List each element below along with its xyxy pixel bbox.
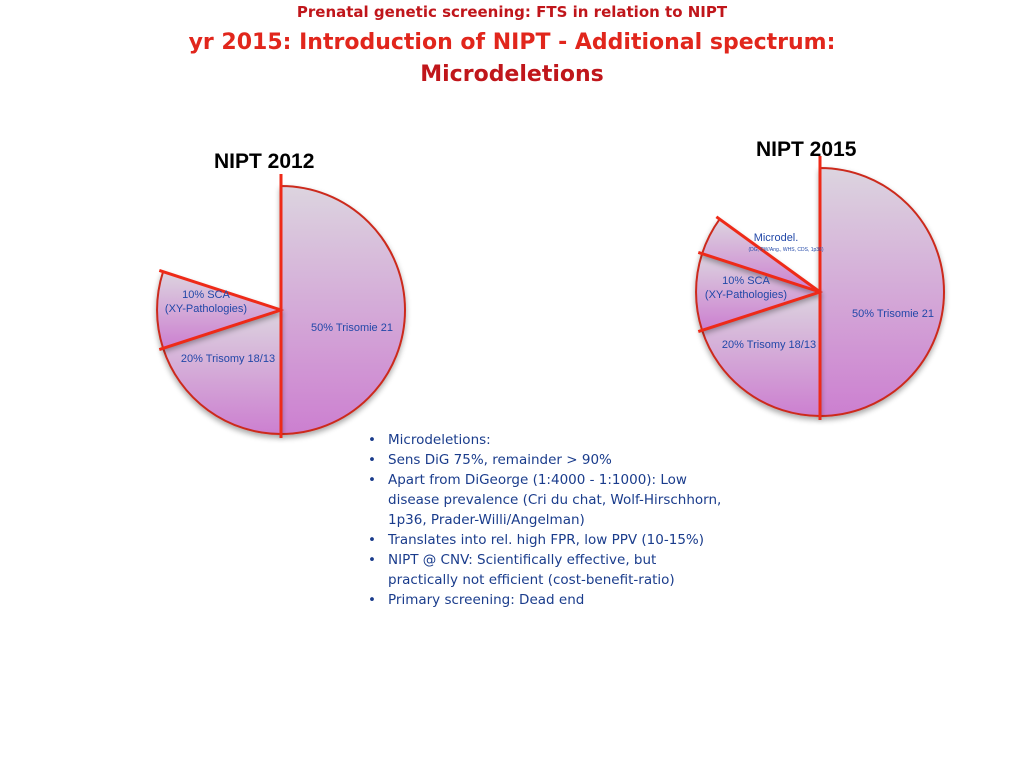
- slice-label: 50% Trisomie 21: [311, 322, 393, 334]
- pie-slice: [280, 184, 406, 436]
- bullet-item: • Sens DiG 75%, remainder > 90%: [368, 452, 612, 468]
- slice-label: 10% SCA (XY-Pathologies): [165, 289, 247, 315]
- slice-divider: [158, 268, 282, 312]
- pie-chart-2015: 50% Trisomie 21 20% Trisomy 18/13 10% SCA(…: [695, 156, 945, 420]
- bullet-glyph: •: [368, 532, 376, 548]
- slide-title-line1: yr 2015: Introduction of NIPT - Addition…: [188, 30, 836, 55]
- bullet-glyph: •: [368, 552, 376, 568]
- slide-title-line2: Microdeletions: [420, 62, 604, 87]
- bullet-glyph: •: [368, 432, 376, 448]
- slice-label: 10% SCA (XY-Pathologies): [705, 275, 787, 301]
- bullet-item: • Translates into rel. high FPR, low PPV …: [368, 532, 704, 548]
- pie-slice: [695, 252, 824, 332]
- pie-chart-2012: 50% Trisomie 21 20% Trisomy 18/13 10% SCA(…: [156, 174, 406, 438]
- bullet-item: • NIPT @ CNV: Scientifically effective, b…: [368, 552, 675, 588]
- bullet-glyph: •: [368, 452, 376, 468]
- slice-label: Microdel.: [754, 232, 799, 244]
- bullet-list: • Microdeletions: • Sens DiG 75%, remainde…: [368, 430, 728, 610]
- slice-divider: [697, 250, 821, 294]
- bullet-glyph: •: [368, 592, 376, 608]
- slice-label: 20% Trisomy 18/13: [181, 353, 275, 365]
- slice-divider: [697, 290, 821, 334]
- bullet-item: • Apart from DiGeorge (1:4000 - 1:1000): …: [368, 472, 722, 528]
- pie-slice: [700, 290, 821, 418]
- pie-slice: [156, 270, 285, 350]
- slice-label: 50% Trisomie 21: [852, 308, 934, 320]
- pie-title-2015: NIPT 2015: [756, 138, 857, 161]
- bullet-item: • Microdeletions:: [368, 432, 491, 448]
- supertitle: Prenatal genetic screening: FTS in relat…: [296, 3, 728, 21]
- slice-divider: [158, 308, 282, 352]
- slice-sublabel: (DG, PW/Ang., WHS, CDS, 1p36): [748, 247, 823, 253]
- pie-slice: [161, 308, 282, 436]
- pie-title-2012: NIPT 2012: [214, 150, 315, 173]
- bullet-glyph: •: [368, 472, 376, 488]
- slice-label: 20% Trisomy 18/13: [722, 339, 816, 351]
- slice-divider: [715, 215, 821, 294]
- bullet-item: • Primary screening: Dead end: [368, 592, 585, 608]
- pie-slice: [819, 166, 945, 418]
